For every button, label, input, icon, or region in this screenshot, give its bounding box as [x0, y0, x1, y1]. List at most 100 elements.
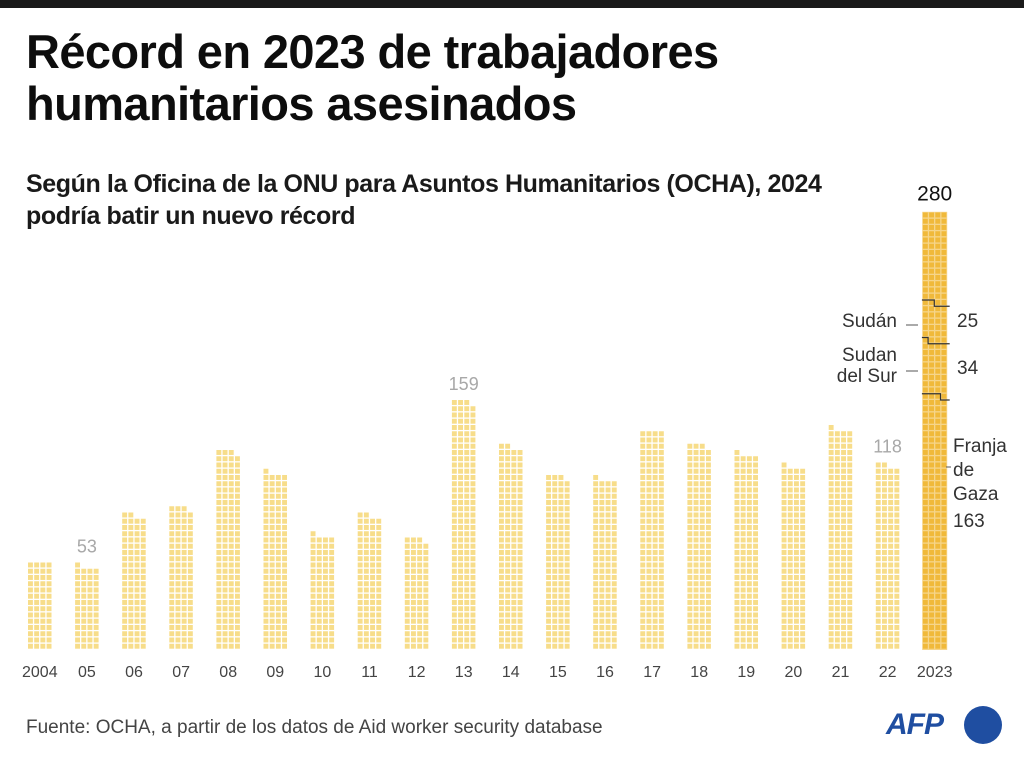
waffle-square [511, 587, 517, 593]
waffle-square [929, 500, 934, 505]
waffle-square [404, 593, 410, 599]
waffle-square [929, 481, 934, 487]
waffle-square [228, 506, 234, 512]
waffle-square [605, 518, 611, 524]
waffle-square [505, 537, 511, 543]
waffle-square [134, 637, 140, 643]
waffle-square [458, 450, 463, 455]
waffle-square [740, 556, 746, 562]
waffle-square [646, 556, 652, 562]
waffle-square [922, 431, 928, 437]
waffle-square [781, 531, 787, 537]
waffle-square [275, 575, 281, 580]
waffle-square [652, 437, 658, 443]
waffle-square [706, 568, 711, 574]
waffle-square [658, 518, 664, 524]
waffle-square [652, 618, 658, 624]
waffle-square [834, 593, 840, 599]
waffle-square [687, 481, 693, 487]
waffle-square [847, 625, 853, 630]
waffle-square [263, 475, 269, 480]
waffle-square [216, 625, 222, 630]
waffle-square [599, 518, 605, 524]
waffle-square [357, 575, 363, 580]
waffle-square [470, 518, 476, 524]
waffle-square [706, 606, 711, 612]
waffle-square [652, 512, 658, 518]
waffle-square [511, 493, 517, 499]
waffle-square [740, 568, 746, 574]
waffle-square [423, 562, 429, 568]
x-tick-label: 15 [549, 664, 567, 681]
waffle-square [922, 356, 928, 362]
waffle-square [640, 543, 646, 549]
waffle-square [875, 537, 881, 543]
waffle-square [894, 593, 900, 599]
waffle-square [458, 556, 463, 562]
waffle-square [470, 606, 476, 612]
waffle-square [46, 643, 52, 649]
waffle-square [640, 506, 646, 512]
waffle-square [128, 643, 134, 649]
x-tick-label: 20 [785, 664, 803, 681]
waffle-square [517, 525, 523, 530]
waffle-square [470, 612, 476, 618]
waffle-square [841, 575, 846, 580]
waffle-square [499, 631, 504, 637]
waffle-square [316, 625, 322, 630]
waffle-square [376, 568, 382, 574]
waffle-square [28, 600, 33, 605]
waffle-square [787, 481, 793, 487]
waffle-square [310, 531, 316, 537]
waffle-square [181, 568, 187, 574]
waffle-square [40, 600, 46, 605]
waffle-square [699, 456, 705, 462]
waffle-square [517, 593, 523, 599]
waffle-square [882, 593, 887, 599]
bar-11 [357, 512, 382, 649]
waffle-square [800, 556, 806, 562]
waffle-square [740, 481, 746, 487]
waffle-square [941, 281, 947, 287]
waffle-square [781, 468, 787, 474]
waffle-square [140, 525, 146, 530]
waffle-square [275, 550, 281, 555]
waffle-square [505, 506, 511, 512]
waffle-square [875, 575, 881, 580]
waffle-square [269, 531, 275, 537]
waffle-square [275, 481, 281, 487]
waffle-square [564, 637, 570, 643]
waffle-square [888, 556, 894, 562]
waffle-square [699, 487, 705, 493]
waffle-square [828, 425, 834, 430]
waffle-square [941, 631, 947, 637]
waffle-square [794, 500, 799, 505]
waffle-square [888, 468, 894, 474]
waffle-square [941, 587, 947, 593]
waffle-square [263, 612, 269, 618]
waffle-square [593, 562, 599, 568]
waffle-square [687, 587, 693, 593]
waffle-square [235, 556, 240, 562]
waffle-square [706, 456, 711, 462]
waffle-square [847, 600, 853, 605]
waffle-square [187, 512, 193, 518]
waffle-square [134, 631, 140, 637]
waffle-square [470, 418, 476, 424]
waffle-square [216, 525, 222, 530]
waffle-square [357, 593, 363, 599]
waffle-square [458, 500, 463, 505]
waffle-square [282, 587, 287, 593]
waffle-square [605, 593, 611, 599]
waffle-square [746, 637, 752, 643]
waffle-square [834, 512, 840, 518]
waffle-square [888, 487, 894, 493]
waffle-square [753, 575, 758, 580]
waffle-square [505, 531, 511, 537]
waffle-square [652, 568, 658, 574]
waffle-square [140, 612, 146, 618]
waffle-square [169, 518, 175, 524]
waffle-square [228, 581, 234, 587]
waffle-square [417, 618, 423, 624]
waffle-square [658, 631, 664, 637]
